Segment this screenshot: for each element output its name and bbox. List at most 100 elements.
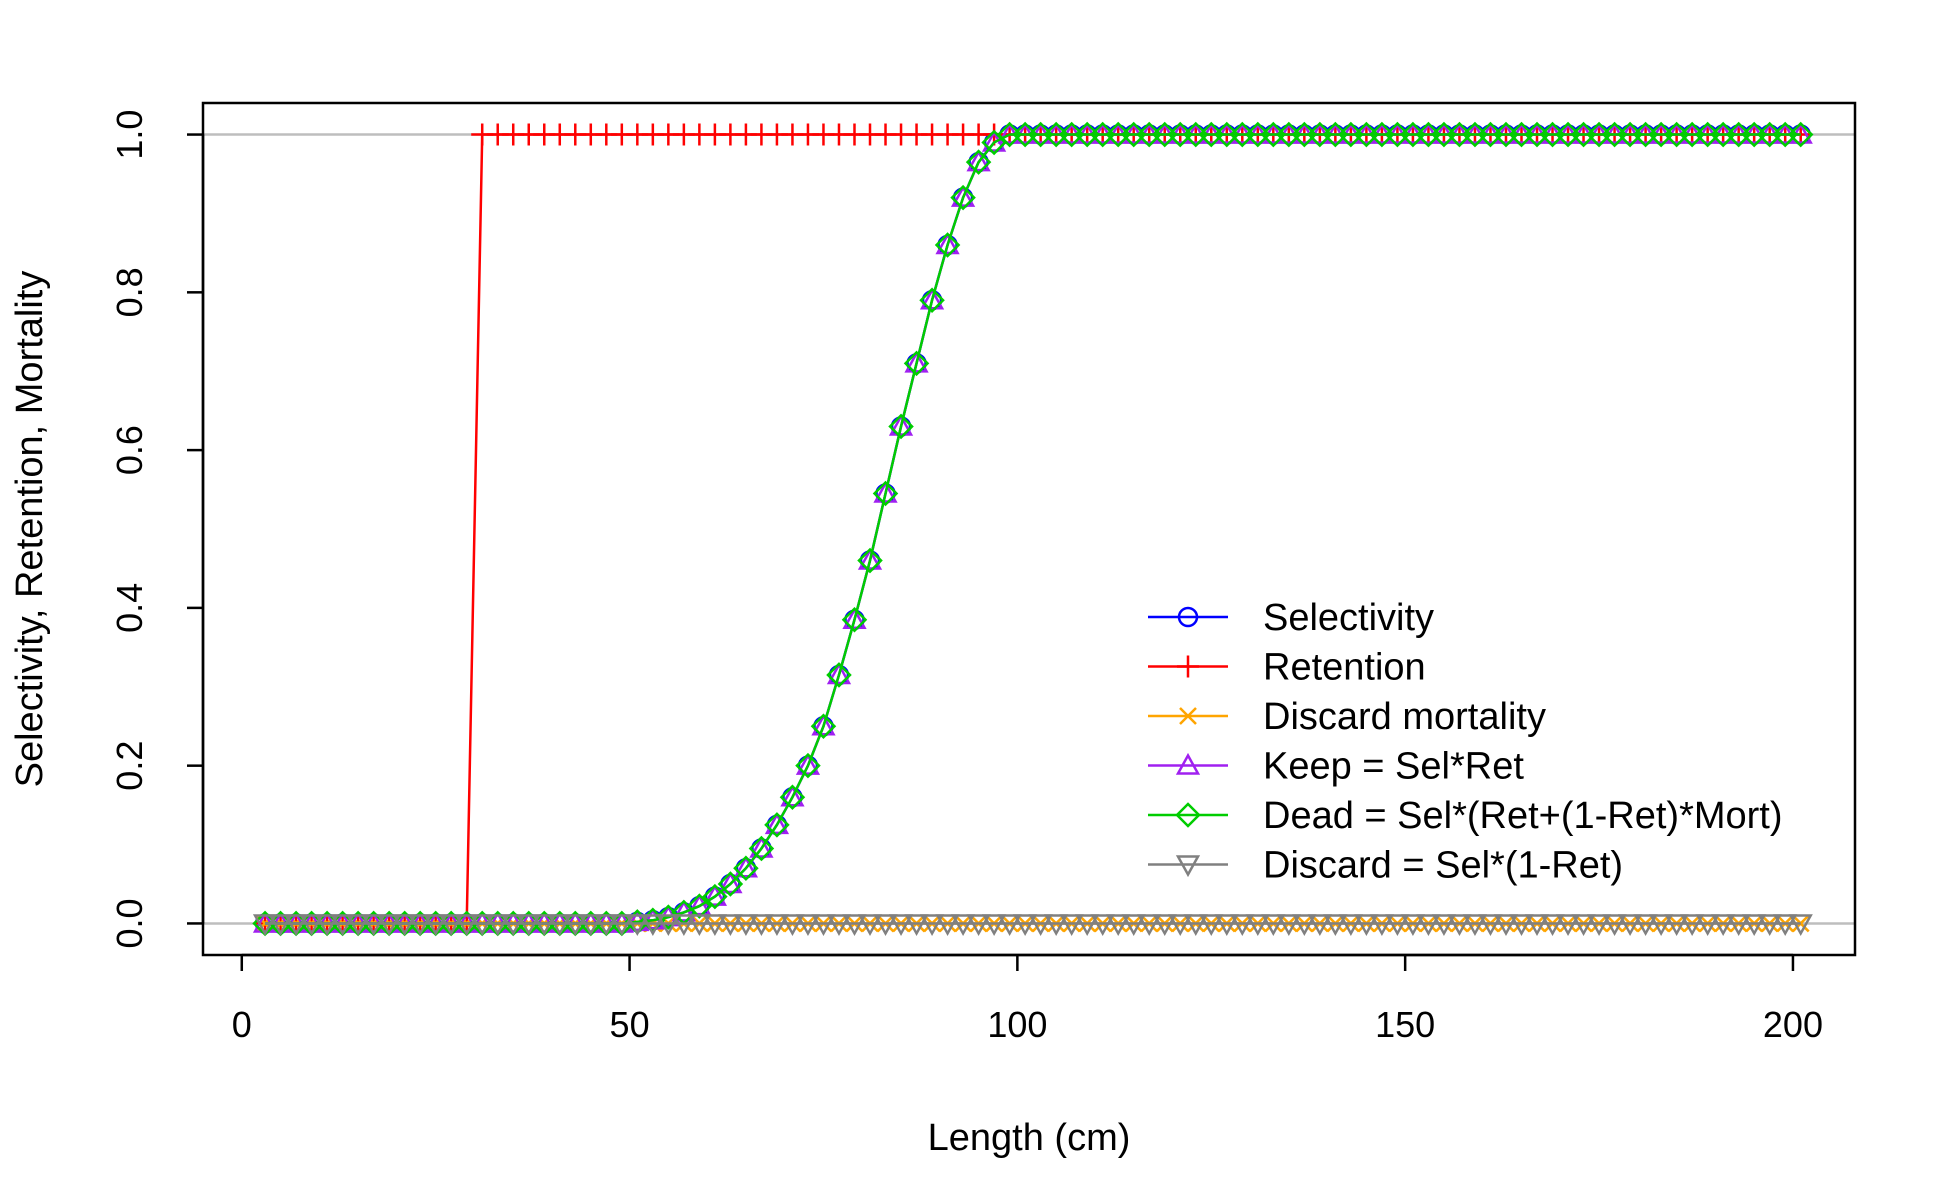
data-point (1106, 914, 1131, 937)
data-point (873, 914, 898, 937)
data-point (857, 547, 883, 574)
y-tick-label: 1.0 (109, 110, 150, 160)
data-point (1276, 914, 1301, 937)
data-point (252, 914, 278, 937)
y-tick-label: 0.2 (109, 741, 150, 791)
data-point (532, 914, 557, 937)
data-point (1137, 914, 1162, 937)
data-point (950, 914, 976, 937)
data-point (1773, 914, 1798, 937)
data-point (888, 413, 914, 436)
x-tick-label: 200 (1763, 1004, 1823, 1045)
data-point (1152, 914, 1177, 937)
x-tick-label: 150 (1375, 1004, 1435, 1045)
data-point (1292, 914, 1317, 937)
data-point (764, 812, 790, 838)
data-point (934, 232, 961, 258)
data-point (718, 871, 743, 894)
data-point (841, 606, 868, 633)
data-point (919, 914, 945, 937)
data-point (1633, 914, 1658, 937)
data-point (1338, 914, 1363, 937)
data-point (702, 883, 728, 910)
data-point (1695, 914, 1720, 937)
series-layer (252, 121, 1814, 937)
x-tick-label: 100 (987, 1004, 1047, 1045)
data-point (779, 784, 806, 810)
data-point (563, 914, 588, 937)
x-tick-label: 50 (610, 1004, 650, 1045)
data-point (1059, 914, 1084, 937)
data-point (423, 914, 448, 937)
legend-item: Discard = Sel*(1-Ret) (1148, 845, 1623, 887)
data-point (1214, 914, 1239, 937)
data-point (1168, 914, 1193, 937)
legend-label: Selectivity (1263, 597, 1434, 639)
data-point (299, 914, 324, 937)
data-point (718, 914, 743, 937)
data-point (1012, 914, 1038, 937)
data-point (1788, 914, 1813, 937)
x-axis-title: Length (cm) (928, 1117, 1131, 1159)
data-point (966, 914, 991, 937)
data-point (749, 914, 774, 937)
data-point (1711, 914, 1736, 937)
data-point (1648, 914, 1674, 937)
y-tick-label: 0.0 (109, 898, 150, 948)
x-axis: 0 50 100 150 200 (232, 953, 1823, 1045)
data-point (609, 914, 634, 937)
data-point (625, 914, 650, 937)
data-point (965, 149, 992, 175)
data-point (888, 914, 914, 937)
data-point (795, 752, 821, 779)
data-point (283, 914, 309, 937)
data-point (1493, 914, 1519, 937)
data-point (904, 350, 929, 373)
data-point (764, 812, 790, 835)
data-point (903, 350, 930, 377)
data-point (314, 914, 340, 937)
data-point (826, 662, 852, 685)
legend-label: Discard = Sel*(1-Ret) (1263, 845, 1623, 887)
legend-swatch-marker (1175, 855, 1201, 878)
data-point (686, 893, 713, 919)
data-point (935, 914, 960, 937)
data-point (1416, 914, 1441, 937)
data-point (1664, 914, 1689, 937)
data-point (795, 914, 821, 937)
data-point (748, 835, 775, 862)
data-point (1462, 914, 1488, 937)
data-point (733, 855, 759, 881)
data-point (1680, 914, 1705, 937)
data-point (810, 713, 837, 739)
data-point (1354, 914, 1379, 937)
data-point (1090, 914, 1115, 937)
data-point (919, 287, 945, 310)
data-point (330, 914, 355, 937)
y-axis-title: Selectivity, Retention, Mortality (9, 271, 51, 788)
data-point (640, 914, 665, 937)
data-point (1028, 914, 1053, 937)
data-point (1602, 914, 1627, 937)
y-tick-label: 0.4 (109, 583, 150, 633)
data-point (1509, 914, 1534, 937)
data-point (1400, 914, 1426, 937)
data-point (935, 232, 960, 255)
legend-label: Discard mortality (1263, 696, 1546, 738)
data-point (857, 547, 883, 570)
data-point (345, 914, 371, 937)
data-point (1369, 914, 1395, 937)
y-tick-label: 0.6 (109, 425, 150, 475)
legend-swatch-marker (1175, 802, 1201, 828)
data-point (873, 480, 898, 503)
legend-item: Retention (1148, 647, 1426, 689)
data-point (1787, 121, 1814, 148)
data-point (795, 753, 821, 775)
legend-swatch-marker (1179, 707, 1197, 725)
data-point (826, 662, 852, 688)
data-point (1183, 914, 1208, 937)
data-point (485, 914, 510, 937)
legend-item: Dead = Sel*(Ret+(1-Ret)*Mort) (1148, 795, 1783, 837)
data-point (1571, 914, 1596, 937)
